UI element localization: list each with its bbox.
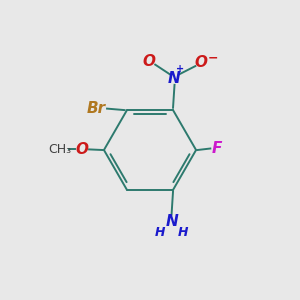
Text: O: O bbox=[75, 142, 88, 157]
Text: O: O bbox=[143, 54, 156, 69]
Text: N: N bbox=[168, 71, 181, 86]
Text: N: N bbox=[165, 214, 178, 229]
Text: −: − bbox=[207, 52, 218, 64]
Text: H: H bbox=[154, 226, 165, 239]
Text: H: H bbox=[178, 226, 189, 239]
Text: F: F bbox=[212, 141, 222, 156]
Text: CH₃: CH₃ bbox=[48, 143, 71, 156]
Text: Br: Br bbox=[86, 101, 105, 116]
Text: O: O bbox=[195, 55, 208, 70]
Text: +: + bbox=[176, 64, 184, 74]
